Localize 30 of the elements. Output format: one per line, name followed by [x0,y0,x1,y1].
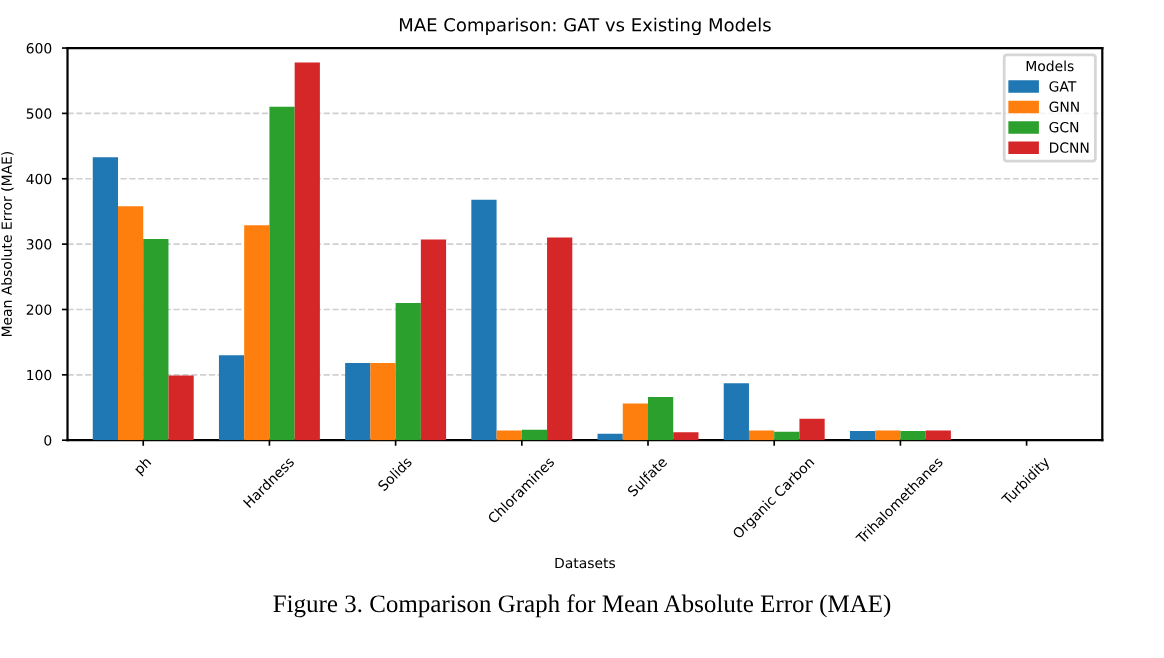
bar [925,430,951,441]
bar [723,383,749,441]
bar [875,430,901,441]
bar [117,206,144,441]
bar [774,431,800,441]
bar [597,433,623,441]
bar [370,363,396,441]
bar [269,106,295,441]
bar [244,225,270,441]
bar [547,237,573,441]
bar [218,355,245,441]
bar [673,432,699,441]
bar [471,199,497,441]
bar [521,429,548,441]
bar [420,239,447,441]
bar [622,403,649,441]
bar [648,397,674,441]
bar [849,431,876,441]
bar [345,363,371,441]
bar [496,430,522,441]
caption: Figure 3. Comparison Graph for Mean Absolute Error (MAE) [273,594,891,618]
bar [168,375,194,441]
chart-title: MAE Comparison: GAT vs Existing Models [399,17,771,36]
bar [900,431,926,441]
bar [143,238,169,441]
bar [92,157,118,441]
bar [799,418,825,441]
bar [294,62,320,441]
bar [748,430,775,441]
bar [395,302,421,441]
